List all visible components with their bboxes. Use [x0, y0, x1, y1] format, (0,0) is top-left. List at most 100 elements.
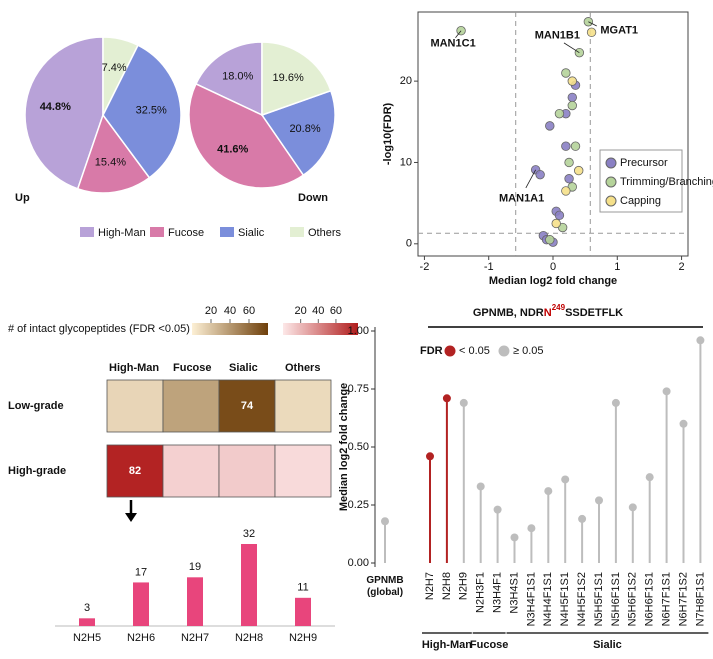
lollipop-head: [459, 398, 468, 407]
scatter-point: [554, 210, 565, 221]
pie-label: Down: [298, 192, 328, 204]
y-axis-label: Median log2 fold change: [338, 383, 350, 511]
title-part: N: [544, 307, 552, 319]
y-tick-label: 0.75: [348, 383, 369, 395]
scatter-point: [561, 141, 571, 151]
x-tick-label: N3H4S1: [508, 572, 520, 614]
bar-value: 32: [243, 528, 255, 540]
x-tick-label: N2H3F1: [475, 572, 487, 613]
scatter-point: [564, 157, 574, 168]
cell-label: 82: [129, 465, 141, 477]
bar-value: 3: [84, 602, 90, 614]
heatmap-title: # of intact glycopeptides (FDR <0.05): [8, 323, 190, 335]
lollipop-head: [696, 336, 705, 345]
legend-swatch: [220, 227, 234, 237]
y-tick-label: 1.00: [348, 325, 369, 337]
pie-slice: [260, 89, 336, 177]
column-label: Sialic: [229, 362, 258, 374]
y-tick-label: 10: [400, 156, 412, 168]
chart-title: GPNMB, NDRN249SSDETFLK: [473, 303, 623, 319]
row-label: High-grade: [8, 465, 66, 477]
annotation: MAN1B1: [535, 30, 580, 42]
lollipop-head: [493, 505, 502, 514]
lollipop-head: [476, 482, 485, 491]
x-tick-label: -2: [420, 261, 430, 273]
y-tick-label: 0.50: [348, 441, 369, 453]
pie-label: Up: [15, 192, 30, 204]
y-tick-label: 20: [400, 75, 412, 87]
scatter-point: [456, 26, 466, 36]
colorbar-tick-label: 60: [243, 305, 255, 317]
scatter-point: [567, 76, 577, 86]
slice-label: 18.0%: [222, 71, 253, 83]
slice-label: 19.6%: [273, 72, 304, 84]
y-tick-label: 0: [406, 238, 412, 250]
label-box: GPNMB (global): [366, 575, 404, 598]
legend-label: ≥ 0.05: [513, 345, 544, 357]
legend-swatch: [290, 227, 304, 237]
lollipop-head: [645, 473, 654, 482]
x-tick-label: N2H5: [73, 632, 101, 644]
bar: [295, 597, 311, 626]
scatter-point: [561, 186, 571, 196]
x-tick-label: N3H4F1: [492, 572, 504, 613]
slice-label: 32.5%: [136, 105, 167, 117]
title-part: GPNMB, NDR: [473, 307, 544, 319]
x-tick-label: GPNMB (global): [366, 575, 404, 598]
pie-slice: [188, 82, 305, 189]
heatmap-cell: [274, 379, 332, 433]
scatter-point: [551, 218, 561, 229]
x-tick-label: N4H5F1S2: [576, 572, 588, 626]
lollipop-head: [578, 514, 587, 523]
colorbar-tick-label: 20: [295, 305, 307, 317]
scatter-point: [545, 235, 555, 245]
y-tick-label: 0.00: [348, 557, 369, 569]
lollipop-head: [561, 475, 570, 484]
x-tick-label: N5H5F1S1: [593, 572, 605, 626]
scatter-point: [586, 27, 597, 38]
legend-marker: [605, 176, 617, 188]
x-tick-label: N2H8: [441, 572, 453, 600]
legend-label: Trimming/Branching: [620, 176, 713, 188]
scatter-point: [583, 17, 594, 27]
annotation: MGAT1: [600, 25, 638, 37]
group-label: High-Man: [422, 639, 472, 651]
arrow-head: [125, 513, 137, 522]
lollipop-head: [510, 533, 519, 542]
pie-slice: [194, 41, 263, 117]
legend-marker: [498, 345, 510, 357]
x-tick-label: 2: [679, 261, 685, 273]
legend-label: Others: [308, 227, 342, 239]
x-tick-label: N2H8: [235, 632, 263, 644]
legend-label: Sialic: [238, 227, 265, 239]
heatmap-cell: [274, 444, 332, 498]
y-tick-label: 0.25: [348, 499, 369, 511]
x-tick-label: N2H9: [289, 632, 317, 644]
lollipop-head: [628, 503, 637, 512]
legend-marker: [605, 195, 617, 207]
x-tick-label: N4H5F1S1: [559, 572, 571, 626]
x-tick-label: N4H4F1S1: [542, 572, 554, 626]
slice-label: 7.4%: [102, 62, 127, 74]
bar: [241, 544, 257, 626]
heatmap-cell: [162, 444, 220, 498]
y-axis-label: -log10(FDR): [382, 103, 394, 166]
pie-slice: [102, 44, 182, 179]
scatter-point: [535, 169, 545, 180]
x-tick-label: N6H7F1S2: [677, 572, 689, 626]
legend-swatch: [150, 227, 164, 237]
slice-label: 15.4%: [95, 157, 126, 169]
annotation: MAN1A1: [499, 193, 544, 205]
x-tick-label: N6H7F1S1: [661, 572, 673, 626]
slice-label: 41.6%: [217, 143, 248, 155]
lollipop-head: [662, 387, 671, 396]
annotation: MAN1C1: [430, 38, 475, 50]
bar-value: 17: [135, 566, 147, 578]
legend-marker: [605, 157, 617, 169]
lollipop-head: [544, 487, 553, 496]
heatmap-cell: [106, 379, 164, 433]
colorbar-tick-label: 60: [330, 305, 342, 317]
scatter-point: [567, 100, 577, 111]
bar-value: 11: [297, 582, 308, 594]
